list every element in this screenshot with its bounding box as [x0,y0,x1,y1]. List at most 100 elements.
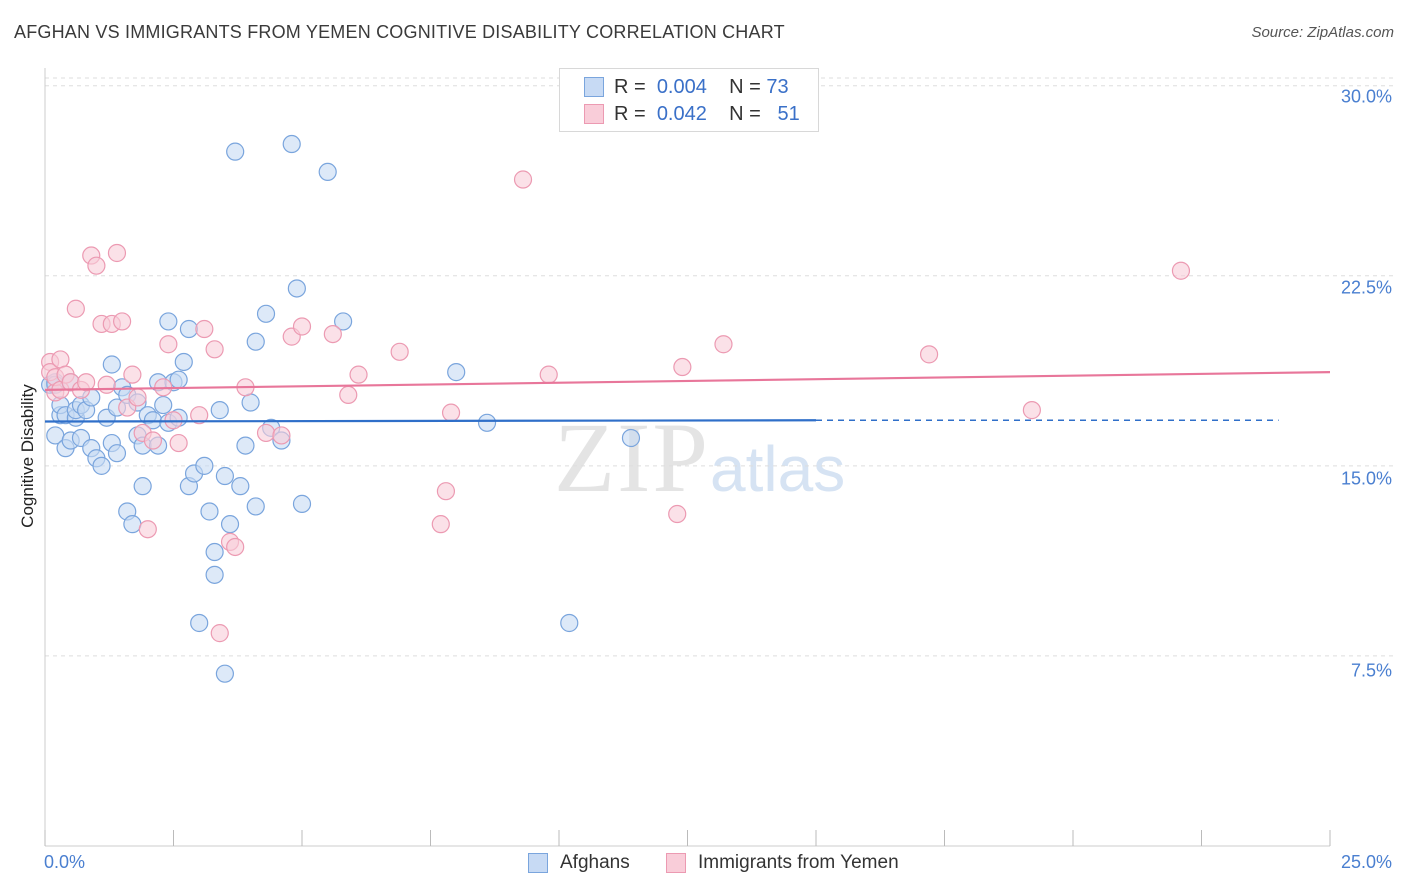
point-afghans-55 [241,393,260,412]
point-afghans-19 [102,355,121,374]
point-yemen-44 [436,482,456,501]
point-yemen-28 [190,406,209,425]
point-yemen-45 [441,403,461,422]
point-yemen-17 [112,312,132,331]
bottom-legend-afghans: Afghans [528,852,630,874]
point-yemen-30 [205,340,224,359]
legend-n-value-afghans: 73 [766,75,789,98]
point-afghans-63 [292,494,312,513]
point-afghans-64 [215,664,234,683]
point-yemen-51 [919,345,939,364]
x-tick-label-min: 0.0% [44,852,86,872]
point-afghans-16 [92,456,111,475]
point-yemen-8 [66,299,85,318]
point-yemen-52 [1022,401,1041,420]
point-afghans-68 [477,413,497,432]
point-afghans-29 [133,477,152,496]
point-yemen-14 [97,375,116,394]
point-yemen-40 [339,385,358,405]
y-tick-label-30: 30.0% [1340,86,1392,107]
point-yemen-12 [87,256,106,275]
point-yemen-10 [77,373,96,392]
point-afghans-69 [560,613,579,633]
point-afghans-67 [447,363,466,382]
point-yemen-50 [714,335,733,354]
point-afghans-57 [246,497,265,516]
point-afghans-48 [205,542,224,562]
bottom-legend-label-yemen: Immigrants from Yemen [698,852,899,873]
point-yemen-33 [226,537,245,557]
legend-r-value-yemen: 0.042 [656,102,707,125]
point-afghans-50 [215,466,234,486]
point-yemen-23 [143,431,163,450]
point-yemen-27 [169,433,188,453]
legend-r-label: R = [614,102,646,125]
point-yemen-38 [292,317,312,336]
point-yemen-20 [128,388,147,407]
point-afghans-38 [169,370,188,389]
legend-n-label: N = [729,102,761,125]
point-afghans-66 [334,312,353,331]
point-afghans-52 [226,142,245,161]
point-yemen-19 [123,365,142,384]
point-yemen-43 [431,515,450,534]
point-yemen-48 [668,504,687,524]
point-yemen-16 [107,243,127,263]
bottom-legend-swatch-afghans [528,853,548,873]
point-yemen-39 [323,324,342,344]
point-afghans-61 [282,134,301,154]
point-afghans-42 [179,319,199,339]
bottom-legend-label-afghans: Afghans [560,852,630,873]
y-tick-label-22-5: 22.5% [1340,277,1392,298]
point-yemen-41 [349,365,368,384]
point-afghans-56 [246,332,265,351]
point-yemen-4 [51,350,70,369]
legend-n-value-yemen: 51 [777,102,800,125]
point-afghans-46 [200,502,219,521]
trendline-yemen [44,371,1331,391]
point-afghans-65 [318,162,337,182]
point-afghans-34 [154,395,173,415]
legend-r-value-afghans: 0.004 [656,75,707,98]
legend-swatch-yemen [584,104,604,124]
point-afghans-53 [231,477,250,496]
legend-r-label: R = [614,75,646,98]
point-yemen-49 [673,357,692,377]
point-yemen-36 [272,426,291,445]
y-tick-label-7-5: 7.5% [1350,660,1392,681]
point-afghans-62 [287,279,306,298]
point-afghans-51 [220,515,240,534]
point-afghans-44 [190,613,209,633]
legend-row-afghans: R = 0.004 N = 73 [584,75,789,99]
point-afghans-47 [205,565,224,584]
point-afghans-21 [107,444,127,463]
point-afghans-45 [195,456,214,475]
watermark-atlas: atlas [710,433,846,505]
point-afghans-70 [621,428,641,448]
source-label: Source: ZipAtlas.com [1251,24,1394,41]
legend-swatch-afghans [584,77,604,97]
point-yemen-47 [539,365,558,384]
point-afghans-25 [123,515,142,534]
point-afghans-54 [236,436,255,455]
y-tick-label-15: 15.0% [1340,468,1392,489]
point-yemen-22 [138,520,157,539]
trendline-afghans [44,419,817,423]
point-yemen-35 [256,423,276,443]
point-yemen-31 [210,624,229,643]
point-afghans-58 [256,304,276,323]
correlation-legend: R = 0.004 N = 73 R = 0.042 N = 51 [559,68,819,132]
x-tick-label-max: 25.0% [1340,852,1392,872]
bottom-legend-swatch-yemen [666,853,686,873]
point-yemen-29 [195,319,214,339]
bottom-legend-yemen: Immigrants from Yemen [666,852,899,874]
point-yemen-25 [159,335,178,354]
legend-row-yemen: R = 0.042 N = 51 [584,102,800,126]
point-afghans-49 [210,401,229,420]
point-afghans-36 [159,312,178,331]
point-yemen-46 [513,170,533,189]
point-afghans-40 [174,352,193,372]
y-axis-label: Cognitive Disability [18,384,37,528]
legend-n-label: N = [729,75,761,98]
